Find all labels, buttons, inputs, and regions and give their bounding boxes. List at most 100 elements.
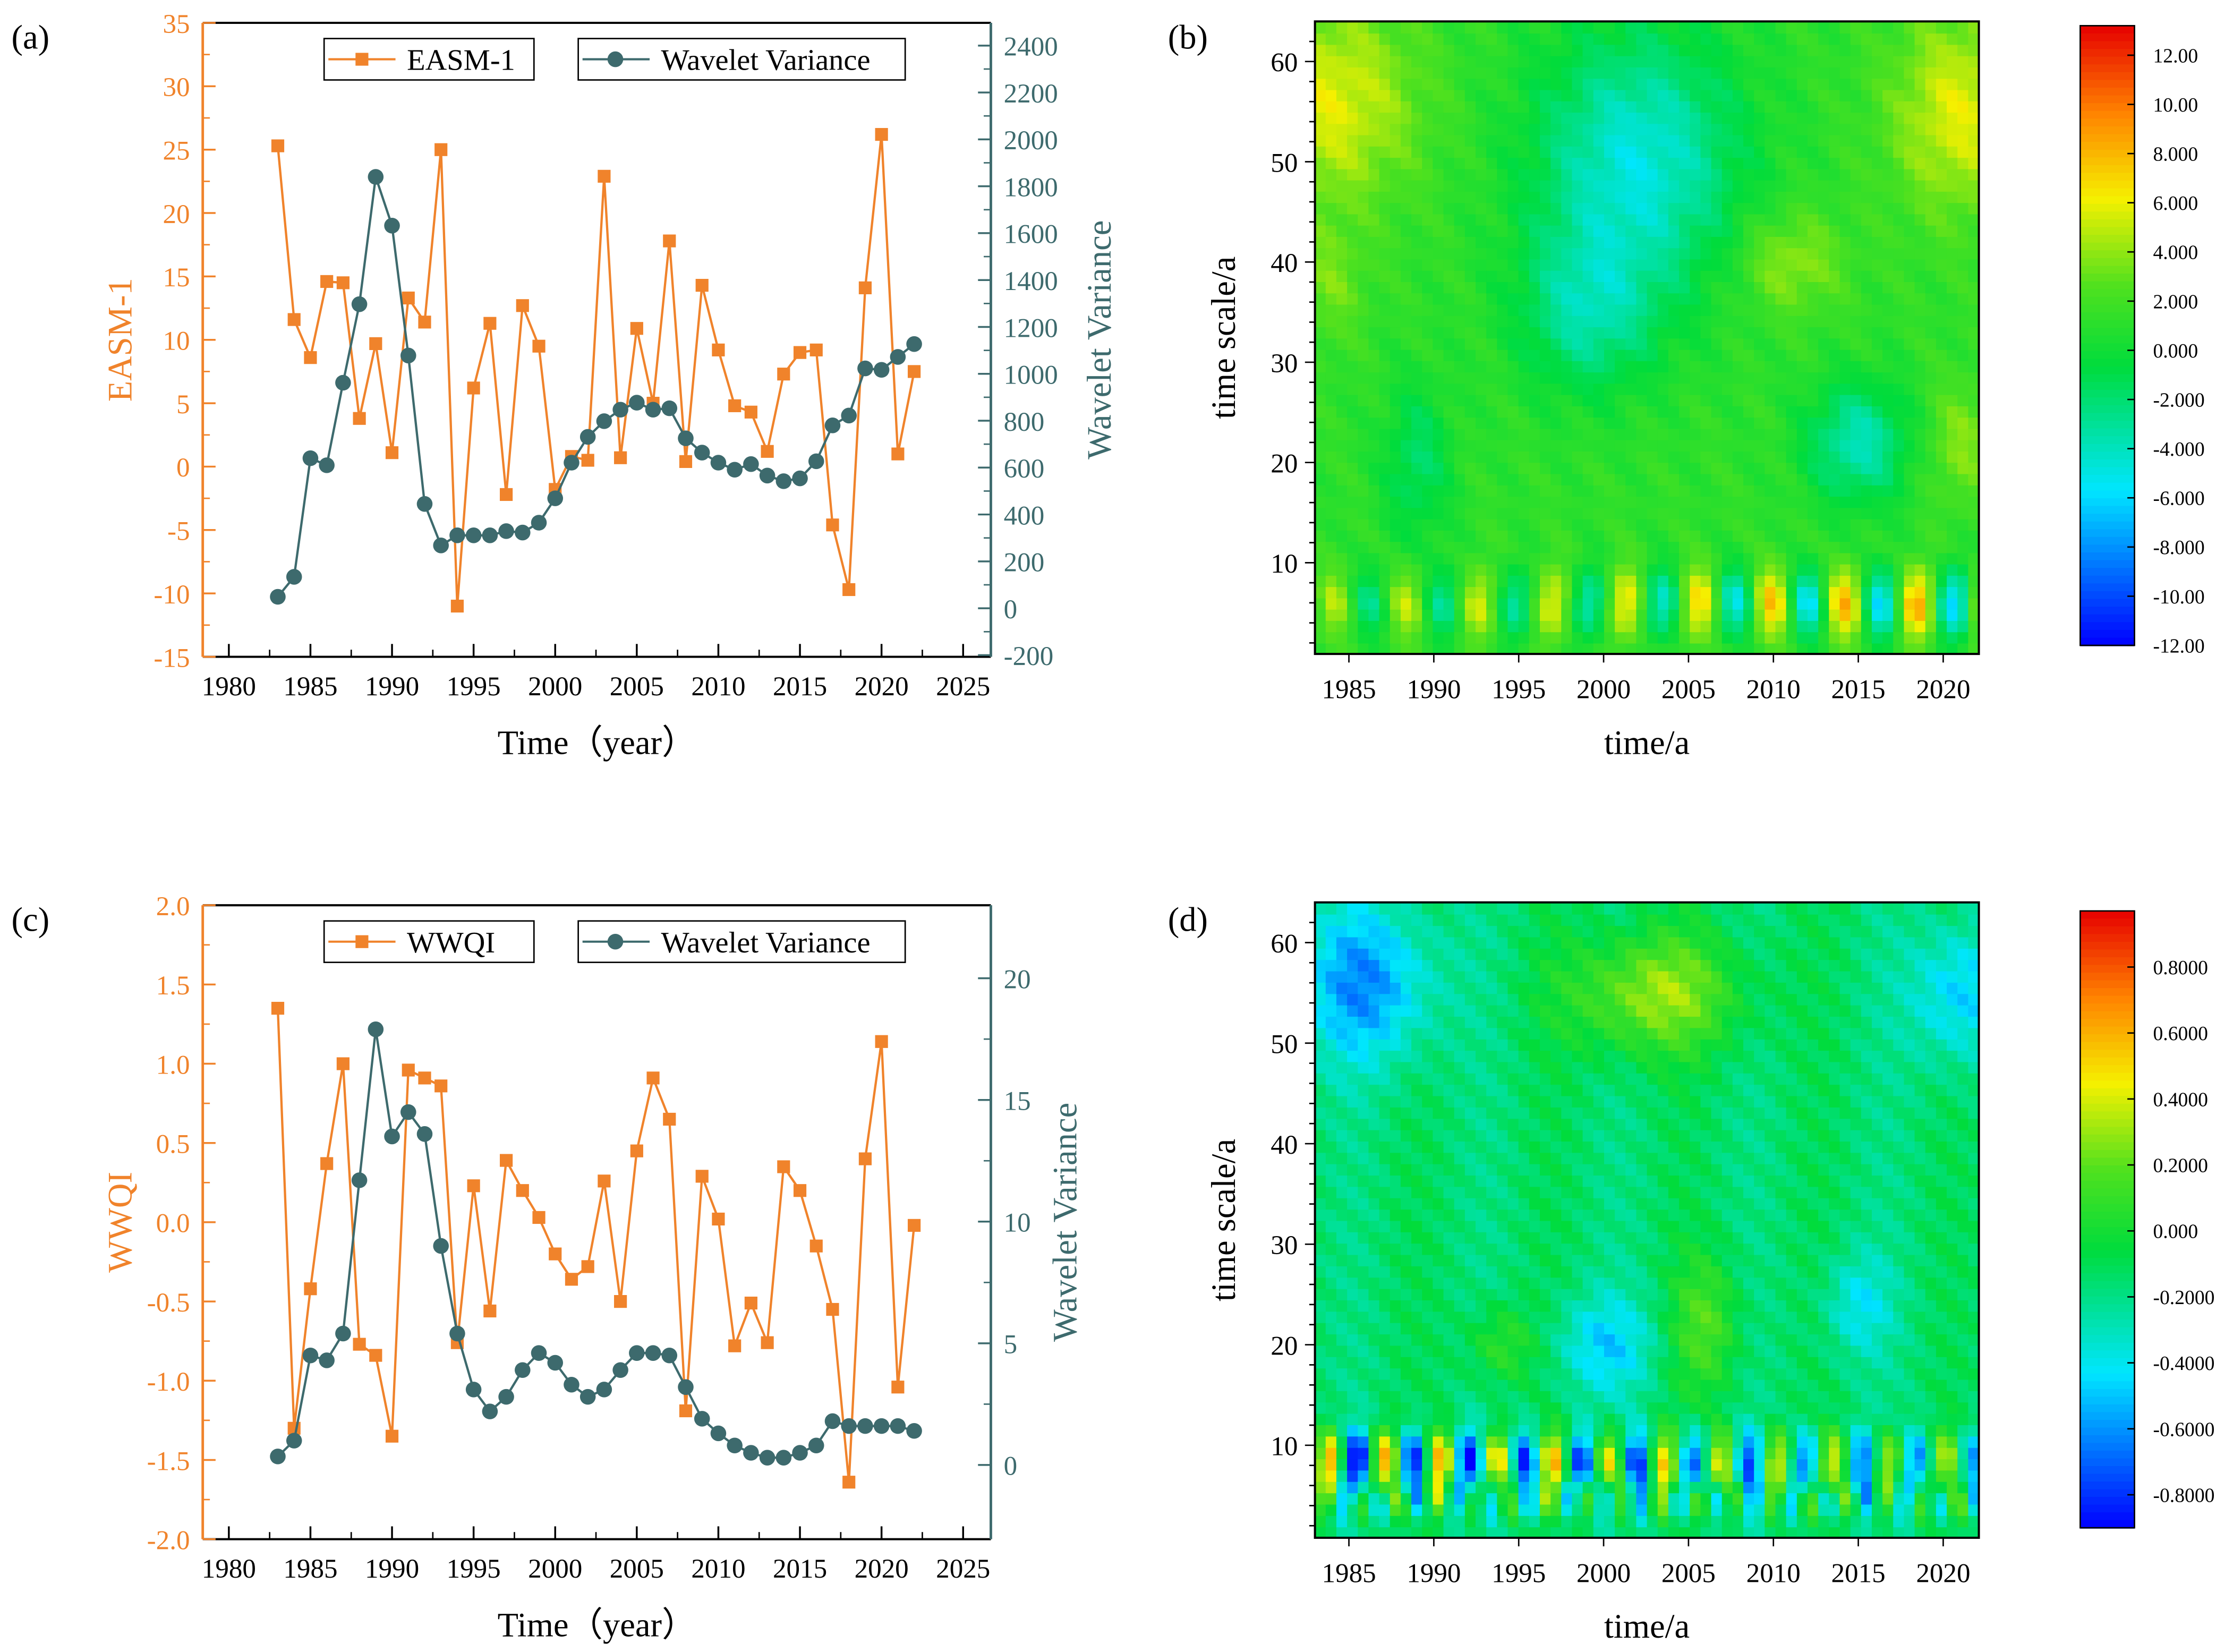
heatmap-cell (1433, 473, 1445, 486)
heatmap-cell (1518, 360, 1530, 373)
heatmap-cell (1443, 959, 1455, 972)
heatmap-cell (1914, 496, 1927, 508)
heatmap-cell (1497, 1344, 1509, 1357)
heatmap-cell (1422, 1322, 1434, 1335)
heatmap-cell (1582, 631, 1595, 644)
heatmap-cell (1347, 405, 1359, 418)
heatmap-cell (1893, 518, 1905, 531)
heatmap-cell (1871, 123, 1883, 135)
heatmap-cell (1593, 213, 1605, 226)
heatmap-cell (1422, 213, 1434, 226)
heatmap-cell (1400, 1106, 1412, 1119)
heatmap-cell (1486, 123, 1498, 135)
heatmap-cell (1604, 428, 1616, 440)
heatmap-cell (1443, 1072, 1455, 1085)
heatmap-cell (1347, 78, 1359, 90)
heatmap-cell (1604, 303, 1616, 316)
heatmap-cell (1336, 462, 1348, 474)
heatmap-cell (1358, 575, 1370, 587)
heatmap-cell (1368, 620, 1380, 633)
heatmap-cell (1765, 112, 1777, 124)
heatmap-cell (1561, 213, 1573, 226)
heatmap-cell (1336, 1231, 1348, 1244)
heatmap-cell (1454, 292, 1466, 305)
data-point-circle (596, 413, 612, 429)
heatmap-cell (1400, 1208, 1412, 1221)
x-tick-label: 2015 (1831, 674, 1886, 704)
heatmap-cell (1368, 1061, 1380, 1074)
heatmap-cell (1796, 146, 1809, 158)
heatmap-cell (1947, 496, 1958, 508)
heatmap-cell (1615, 55, 1626, 67)
heatmap-cell (1947, 507, 1958, 520)
heatmap-cell (1679, 202, 1691, 215)
heatmap-cell (1497, 586, 1509, 599)
heatmap-cell (1636, 371, 1648, 384)
heatmap-cell (1433, 925, 1445, 938)
data-point-square (336, 276, 350, 289)
heatmap-cell (1390, 575, 1402, 587)
heatmap-cell (1947, 473, 1958, 486)
heatmap-cell (1572, 157, 1584, 169)
heatmap-cell (1464, 642, 1477, 655)
heatmap-cell (1775, 66, 1787, 79)
heatmap-cell (1839, 270, 1852, 283)
heatmap-cell (1368, 348, 1380, 361)
data-point-circle (775, 1450, 792, 1466)
heatmap-cell (1325, 925, 1337, 938)
heatmap-cell (1690, 202, 1701, 215)
heatmap-cell (1464, 1118, 1477, 1130)
heatmap-cell (1315, 1390, 1327, 1403)
heatmap-cell (1914, 100, 1927, 113)
heatmap-cell (1464, 348, 1477, 361)
heatmap-cell (1936, 496, 1948, 508)
heatmap-cell (1850, 123, 1862, 135)
heatmap-cell (1464, 631, 1477, 644)
colorbar-segment (2080, 452, 2135, 461)
heatmap-cell (1443, 936, 1455, 949)
heatmap-cell (1518, 202, 1530, 215)
x-tick-label: 2020 (855, 671, 909, 702)
colorbar-segment (2080, 405, 2135, 414)
right-y-tick-label: 1000 (1004, 360, 1058, 390)
heatmap-cell (1893, 213, 1905, 226)
heatmap-cell (1390, 270, 1402, 283)
heatmap-cell (1454, 146, 1466, 158)
heatmap-cell (1486, 1322, 1498, 1335)
heatmap-cell (1325, 371, 1337, 384)
heatmap-cell (1358, 157, 1370, 169)
heatmap-cell (1400, 21, 1412, 34)
heatmap-cell (1411, 382, 1423, 395)
heatmap-cell (1882, 631, 1894, 644)
heatmap-cell (1818, 382, 1830, 395)
heatmap-cell (1443, 1027, 1455, 1040)
colorbar-segment (2080, 266, 2135, 275)
heatmap-cell (1390, 360, 1402, 373)
heatmap-cell (1818, 168, 1830, 181)
heatmap-cell (1754, 405, 1766, 418)
heatmap-cell (1347, 1412, 1359, 1425)
heatmap-cell (1368, 100, 1380, 113)
heatmap-cell (1379, 1140, 1391, 1153)
heatmap-cell (1529, 586, 1541, 599)
heatmap-cell (1529, 213, 1541, 226)
heatmap-cell (1829, 225, 1841, 237)
heatmap-cell (1539, 270, 1552, 283)
data-point-square (826, 518, 839, 532)
heatmap-cell (1775, 146, 1787, 158)
heatmap-cell (1358, 609, 1370, 621)
heatmap-cell (1486, 1072, 1498, 1085)
heatmap-cell (1507, 191, 1520, 203)
heatmap-cell (1315, 1242, 1327, 1255)
heatmap-cell (1561, 55, 1573, 67)
heatmap-cell (1615, 247, 1626, 260)
heatmap-cell (1711, 382, 1723, 395)
heatmap-cell (1476, 360, 1487, 373)
heatmap-cell (1422, 462, 1434, 474)
heatmap-cell (1839, 337, 1852, 350)
heatmap-cell (1336, 948, 1348, 960)
heatmap-cell (1957, 428, 1969, 440)
heatmap-cell (1379, 575, 1391, 587)
heatmap-cell (1497, 1322, 1509, 1335)
heatmap-cell (1754, 258, 1766, 271)
